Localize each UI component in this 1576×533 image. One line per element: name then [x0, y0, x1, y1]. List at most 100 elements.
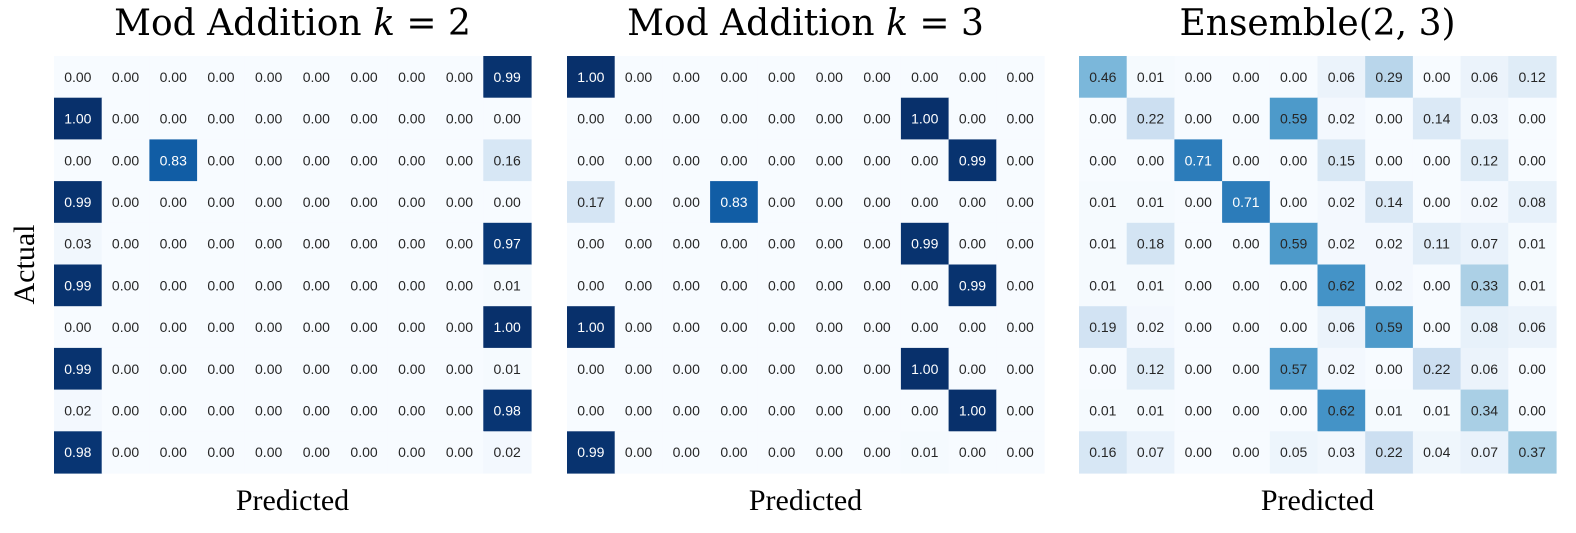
cell-value-label: 0.00: [816, 402, 843, 418]
heatmap-cell: [292, 97, 341, 140]
cell-value-label: 0.17: [577, 194, 604, 210]
cell-value-label: 0.00: [625, 111, 652, 127]
heatmap-cell: [483, 139, 532, 182]
heatmap-cell: [853, 139, 902, 182]
heatmap-cell: [387, 181, 437, 224]
heatmap-cell: [1222, 306, 1271, 349]
cell-value-label: 0.00: [1007, 194, 1034, 210]
heatmap-cell: [948, 347, 997, 391]
heatmap-cell: [1126, 222, 1175, 266]
cell-value-label: 0.00: [768, 152, 795, 168]
cell-value-label: 0.22: [1375, 444, 1402, 460]
cell-value-label: 0.00: [1137, 152, 1164, 168]
heatmap-cell: [101, 306, 150, 349]
heatmap-cell: [1269, 139, 1319, 182]
heatmap-cell: [292, 222, 341, 266]
heatmap-cell: [483, 264, 532, 307]
heatmap-cell: [1365, 389, 1414, 432]
heatmap-cell: [805, 181, 854, 224]
cell-value-label: 0.02: [64, 402, 91, 418]
heatmap-cell: [483, 97, 532, 140]
cell-value-label: 0.00: [446, 194, 473, 210]
cell-value-label: 0.04: [1423, 444, 1450, 460]
cell-value-label: 0.00: [398, 111, 425, 127]
cell-value-label: 0.99: [494, 69, 521, 85]
heatmap-cell: [101, 97, 150, 140]
cell-value-label: 0.99: [64, 194, 91, 210]
cell-value-label: 0.12: [1519, 69, 1546, 85]
heatmap-cell: [101, 56, 150, 99]
heatmap-cell: [614, 431, 663, 474]
cell-value-label: 0.00: [1232, 402, 1259, 418]
cell-value-label: 0.00: [1089, 152, 1116, 168]
cell-value-label: 0.00: [303, 277, 330, 293]
cell-value-label: 0.00: [673, 444, 700, 460]
heatmap-cell: [244, 139, 294, 182]
cell-value-label: 0.00: [207, 319, 234, 335]
cell-value-label: 0.00: [625, 69, 652, 85]
heatmap-cell: [614, 306, 663, 349]
cell-value-label: 0.00: [398, 319, 425, 335]
heatmap-cell: [757, 97, 807, 140]
heatmap-cell: [853, 56, 902, 99]
cell-value-label: 0.00: [673, 69, 700, 85]
cell-value-label: 0.00: [625, 361, 652, 377]
heatmap-cell: [757, 264, 807, 307]
heatmap-cell: [805, 56, 854, 99]
cell-value-label: 0.99: [64, 361, 91, 377]
cell-value-label: 0.00: [625, 236, 652, 252]
cell-value-label: 0.01: [494, 361, 521, 377]
cell-value-label: 0.12: [1471, 152, 1498, 168]
heatmap-cell: [710, 139, 759, 182]
heatmap-cell: [1365, 181, 1414, 224]
cell-value-label: 0.06: [1328, 319, 1355, 335]
cell-value-label: 0.99: [911, 236, 938, 252]
heatmap-cell: [1412, 97, 1462, 140]
cell-value-label: 0.00: [1185, 444, 1212, 460]
cell-value-label: 0.02: [1375, 236, 1402, 252]
heatmap-cell: [435, 389, 484, 432]
heatmap-cell: [1222, 97, 1271, 140]
cell-value-label: 0.00: [720, 69, 747, 85]
heatmap-cell: [1222, 389, 1271, 432]
cell-value-label: 0.00: [768, 277, 795, 293]
cell-value-label: 0.00: [1280, 194, 1307, 210]
heatmap-cell: [1317, 222, 1366, 266]
cell-value-label: 0.00: [255, 319, 282, 335]
heatmap-cell: [1508, 222, 1557, 266]
heatmap-cell: [340, 97, 389, 140]
heatmap-cell: [1126, 347, 1175, 391]
cell-value-label: 0.00: [1007, 361, 1034, 377]
heatmap-cell: [244, 306, 294, 349]
cell-value-label: 0.00: [577, 277, 604, 293]
cell-value-label: 0.00: [816, 361, 843, 377]
heatmap-cell: [1365, 306, 1414, 349]
heatmap-cell: [1222, 347, 1271, 391]
x-axis-label: Predicted: [1261, 484, 1374, 517]
heatmap-cell: [757, 431, 807, 474]
heatmap-cell: [244, 97, 294, 140]
heatmap-cell: [1508, 306, 1557, 349]
heatmap-cell: [1269, 181, 1319, 224]
heatmap-cell: [149, 306, 198, 349]
heatmap-cell: [614, 56, 663, 99]
heatmap-cell: [149, 97, 198, 140]
heatmap-cell: [387, 97, 437, 140]
heatmap-cell: [1269, 264, 1319, 307]
cell-value-label: 0.37: [1519, 444, 1546, 460]
heatmap-cell: [853, 181, 902, 224]
heatmap-cell: [1508, 264, 1557, 307]
heatmap-cell: [567, 97, 616, 140]
cell-value-label: 0.00: [911, 152, 938, 168]
heatmap-cell: [1174, 139, 1223, 182]
heatmap-cell: [1460, 97, 1509, 140]
cell-value-label: 0.00: [768, 361, 795, 377]
cell-value-label: 0.00: [1375, 361, 1402, 377]
heatmap-cell: [948, 264, 997, 307]
cell-value-label: 0.01: [1137, 277, 1164, 293]
heatmap-cell: [710, 306, 759, 349]
cell-value-label: 0.00: [673, 402, 700, 418]
heatmap-panel-1: Mod Addition k = 2 0.00 0.00 0.00 0.00 0.00 0.…: [8, 3, 532, 517]
cell-value-label: 0.00: [1280, 319, 1307, 335]
heatmap-cell: [101, 181, 150, 224]
